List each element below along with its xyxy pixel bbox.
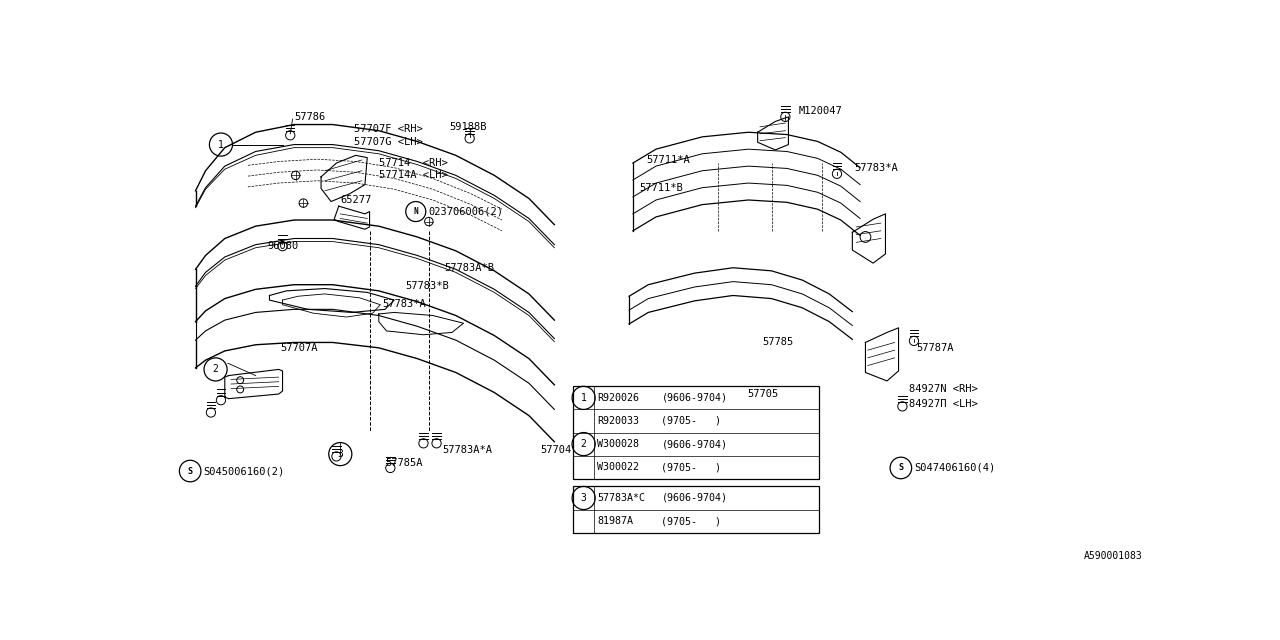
Text: 96080: 96080 — [268, 241, 298, 251]
Bar — [573, 486, 819, 532]
Text: 57783A*A: 57783A*A — [442, 445, 492, 455]
Text: 81987A: 81987A — [598, 516, 634, 526]
Text: 59188B: 59188B — [449, 122, 488, 132]
Text: 57711*A: 57711*A — [646, 155, 690, 165]
Text: R920033: R920033 — [598, 416, 640, 426]
Text: 57714A <LH>: 57714A <LH> — [379, 170, 448, 180]
Text: 57705: 57705 — [746, 389, 778, 399]
Text: 57707F <RH>: 57707F <RH> — [355, 124, 422, 134]
Text: 57786: 57786 — [294, 112, 325, 122]
Text: 57785: 57785 — [763, 337, 794, 348]
Text: 1: 1 — [218, 140, 224, 150]
Text: 1: 1 — [581, 393, 586, 403]
Text: W300028: W300028 — [598, 439, 640, 449]
Text: 57707G <LH>: 57707G <LH> — [355, 137, 422, 147]
Text: S045006160(2): S045006160(2) — [204, 466, 284, 476]
Text: A590001083: A590001083 — [1084, 551, 1143, 561]
Text: 57704: 57704 — [540, 445, 572, 455]
Text: (9705-   ): (9705- ) — [662, 416, 722, 426]
Text: S047406160(4): S047406160(4) — [914, 463, 996, 473]
Text: 84927N <RH>: 84927N <RH> — [909, 383, 978, 394]
Bar — [573, 387, 819, 479]
Text: 84927Π <LH>: 84927Π <LH> — [909, 399, 978, 409]
Text: 65277: 65277 — [340, 195, 371, 205]
Text: 57707A: 57707A — [280, 343, 317, 353]
Text: S: S — [899, 463, 904, 472]
Text: 57783*A: 57783*A — [855, 163, 899, 173]
Text: 57711*B: 57711*B — [639, 184, 682, 193]
Text: 57783A*C: 57783A*C — [598, 493, 645, 503]
Text: 2: 2 — [212, 364, 219, 374]
Text: S: S — [188, 467, 193, 476]
Text: 57783*A: 57783*A — [383, 299, 426, 309]
Text: (9606-9704): (9606-9704) — [662, 439, 727, 449]
Text: N: N — [413, 207, 419, 216]
Text: (9705-   ): (9705- ) — [662, 516, 722, 526]
Text: R920026: R920026 — [598, 393, 640, 403]
Text: 57783*B: 57783*B — [406, 281, 449, 291]
Text: 3: 3 — [581, 493, 586, 503]
Text: (9606-9704): (9606-9704) — [662, 493, 727, 503]
Text: 3: 3 — [338, 449, 343, 459]
Text: 023706006(2): 023706006(2) — [428, 207, 503, 216]
Text: (9606-9704): (9606-9704) — [662, 393, 727, 403]
Text: M120047: M120047 — [799, 106, 842, 116]
Text: 57787A: 57787A — [916, 343, 954, 353]
Text: 57783A*B: 57783A*B — [444, 263, 494, 273]
Text: 57714  <RH>: 57714 <RH> — [379, 158, 448, 168]
Text: 2: 2 — [581, 439, 586, 449]
Text: W300022: W300022 — [598, 462, 640, 472]
Text: (9705-   ): (9705- ) — [662, 462, 722, 472]
Text: 57785A: 57785A — [385, 458, 422, 468]
